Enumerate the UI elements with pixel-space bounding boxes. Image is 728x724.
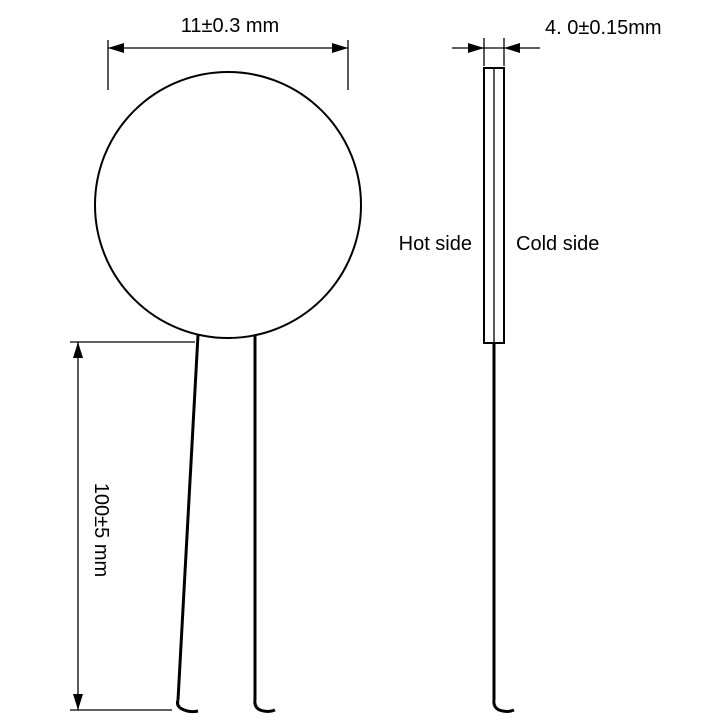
dim-thickness-label: 4. 0±0.15mm [545,17,662,39]
side-lead-tip [494,700,514,712]
dim-diameter-label: 11±0.3 mm [181,15,279,37]
dim-diameter-arrow-right [332,43,348,53]
cold-side-label: Cold side [516,233,599,255]
hot-side-label: Hot side [399,233,472,255]
dim-thickness-arrow-left [468,43,484,53]
device-body-circle [95,72,361,338]
front-lead-1-tip [178,700,199,712]
dim-thickness-arrow-right [504,43,520,53]
dim-diameter-arrow-left [108,43,124,53]
dim-lead-arrow-bottom [73,694,83,710]
front-lead-1 [178,335,198,700]
dim-lead-arrow-top [73,342,83,358]
dimension-drawing: 11±0.3 mm 100±5 mm 4. 0±0.15mm Hot side … [0,0,728,724]
front-lead-2-tip [255,700,275,712]
dim-lead-label: 100±5 mm [90,483,112,577]
